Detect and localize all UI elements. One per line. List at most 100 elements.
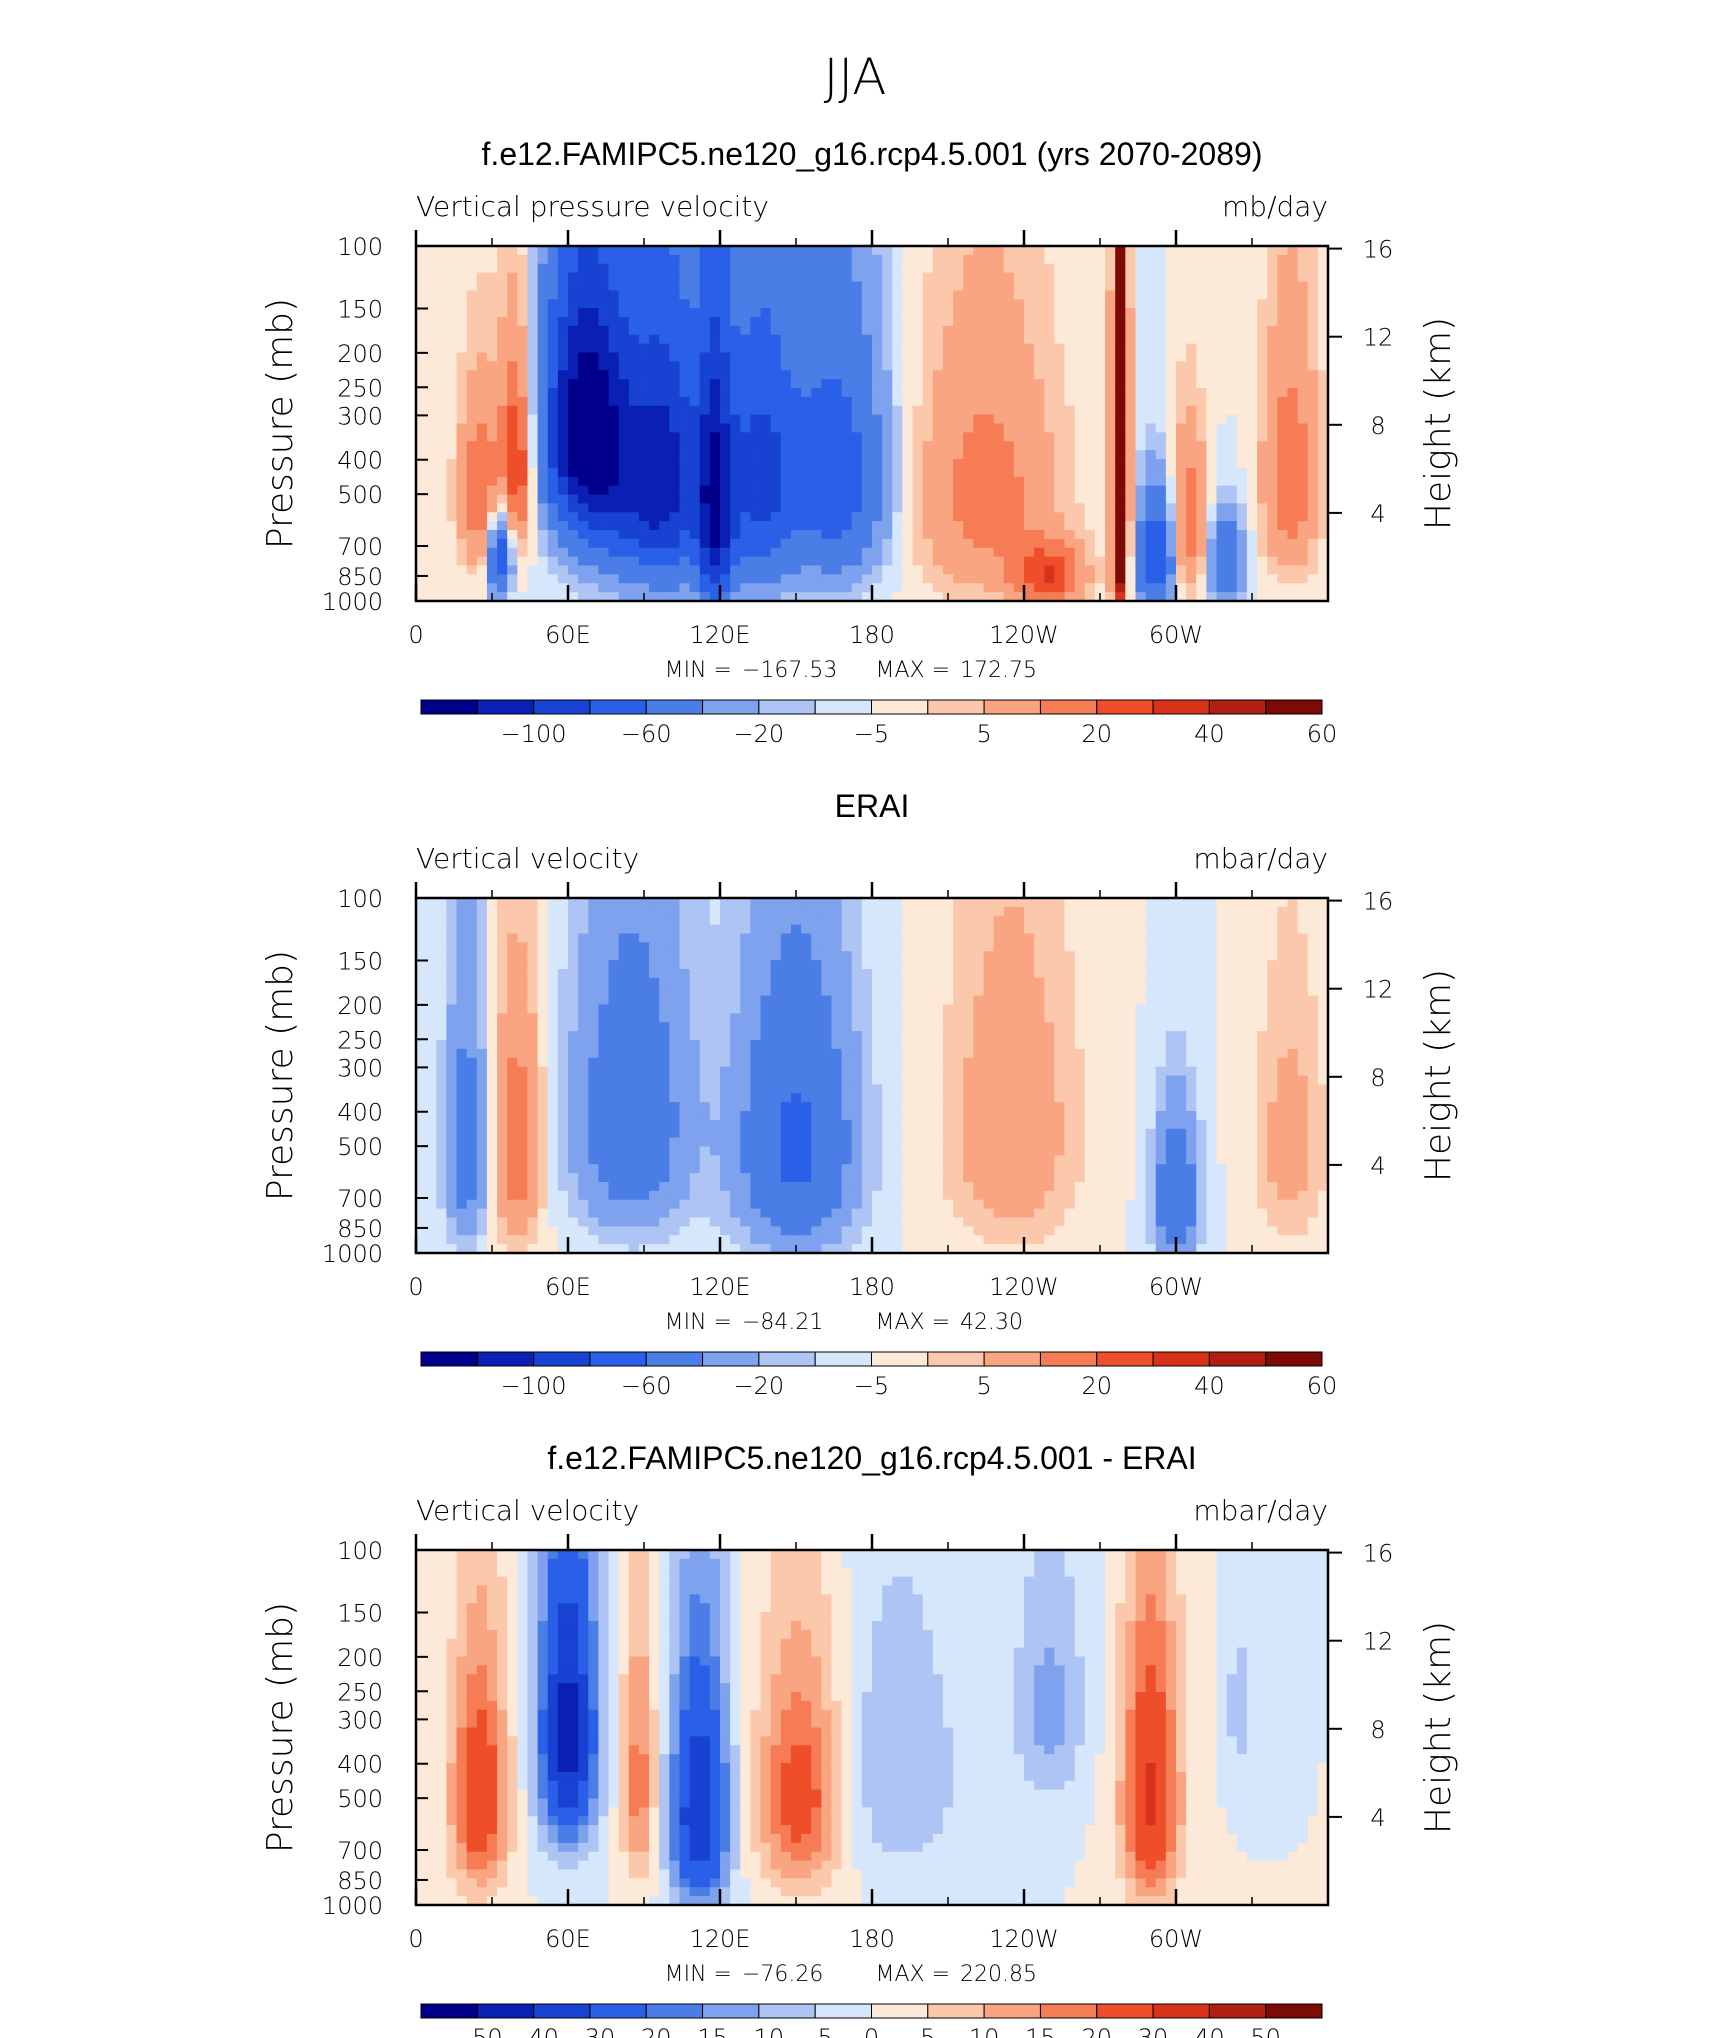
contour-cell bbox=[1145, 325, 1157, 336]
contour-cell bbox=[861, 325, 873, 336]
contour-cell bbox=[780, 530, 792, 540]
contour-cell bbox=[831, 432, 843, 442]
contour-cell bbox=[1115, 556, 1126, 567]
contour-cell bbox=[993, 325, 1005, 336]
contour-cell bbox=[1246, 308, 1258, 318]
contour-cell bbox=[517, 441, 529, 451]
contour-cell bbox=[578, 530, 589, 540]
contour-cell bbox=[912, 254, 924, 265]
contour-cell bbox=[1074, 246, 1086, 256]
contour-cell bbox=[770, 1013, 782, 1023]
contour-cell bbox=[1176, 459, 1187, 469]
contour-cell bbox=[750, 574, 762, 584]
contour-cell bbox=[1064, 272, 1076, 283]
contour-cell bbox=[780, 521, 792, 531]
contour-cell bbox=[1165, 995, 1177, 1006]
contour-cell bbox=[851, 467, 863, 478]
contour-cell bbox=[426, 521, 437, 531]
contour-cell bbox=[760, 951, 772, 961]
contour-cell bbox=[679, 272, 691, 283]
contour-cell bbox=[598, 547, 610, 558]
contour-cell bbox=[1094, 565, 1106, 575]
contour-cell bbox=[1186, 299, 1197, 309]
contour-cell bbox=[740, 503, 751, 513]
contour-cell bbox=[568, 906, 579, 917]
contour-cell bbox=[1034, 246, 1045, 256]
contour-cell bbox=[1135, 960, 1147, 970]
contour-cell bbox=[507, 977, 518, 988]
contour-cell bbox=[709, 308, 721, 318]
contour-cell bbox=[638, 512, 650, 522]
contour-cell bbox=[882, 977, 893, 988]
contour-cell bbox=[1307, 361, 1319, 371]
contour-cell bbox=[993, 423, 1005, 433]
contour-cell bbox=[1267, 960, 1278, 970]
contour-cell bbox=[983, 450, 995, 460]
contour-cell bbox=[1186, 352, 1197, 362]
contour-cell bbox=[1074, 388, 1086, 398]
contour-cell bbox=[507, 942, 518, 952]
contour-cell bbox=[1317, 530, 1329, 540]
contour-cell bbox=[1297, 547, 1309, 558]
contour-cell bbox=[861, 343, 873, 354]
contour-cell bbox=[1226, 942, 1238, 952]
contour-cell bbox=[1196, 898, 1207, 908]
contour-cell bbox=[446, 334, 458, 345]
contour-cell bbox=[1226, 459, 1238, 469]
contour-cell bbox=[669, 906, 681, 917]
contour-cell bbox=[476, 379, 488, 389]
contour-cell bbox=[446, 272, 458, 283]
contour-cell bbox=[497, 951, 508, 961]
contour-cell bbox=[932, 459, 944, 469]
contour-cell bbox=[801, 246, 812, 256]
contour-cell bbox=[568, 977, 579, 988]
contour-cell bbox=[628, 1004, 640, 1014]
contour-cell bbox=[932, 986, 944, 997]
contour-cell bbox=[466, 969, 478, 979]
contour-cell bbox=[578, 503, 589, 513]
contour-cell bbox=[1074, 272, 1086, 283]
contour-cell bbox=[1287, 933, 1299, 943]
contour-cell bbox=[922, 405, 934, 416]
contour-cell bbox=[1317, 361, 1329, 371]
contour-cell bbox=[841, 414, 853, 425]
contour-cell bbox=[568, 423, 579, 433]
contour-cell bbox=[902, 977, 914, 988]
contour-cell bbox=[588, 450, 599, 460]
contour-cell bbox=[1267, 969, 1278, 979]
contour-cell bbox=[1044, 246, 1055, 256]
contour-cell bbox=[557, 467, 569, 478]
contour-cell bbox=[942, 476, 954, 487]
contour-cell bbox=[882, 530, 893, 540]
contour-cell bbox=[932, 414, 944, 425]
contour-cell bbox=[1155, 334, 1167, 345]
contour-cell bbox=[1125, 405, 1137, 416]
contour-cell bbox=[1074, 263, 1086, 274]
contour-cell bbox=[1115, 343, 1126, 354]
contour-cell bbox=[628, 467, 640, 478]
contour-cell bbox=[922, 924, 934, 935]
contour-cell bbox=[598, 388, 610, 398]
contour-cell bbox=[426, 898, 437, 908]
contour-cell bbox=[841, 246, 853, 256]
contour-cell bbox=[1125, 343, 1137, 354]
contour-cell bbox=[507, 951, 518, 961]
contour-cell bbox=[1155, 906, 1167, 917]
contour-cell bbox=[1013, 530, 1025, 540]
contour-cell bbox=[1267, 476, 1278, 487]
contour-cell bbox=[1024, 370, 1035, 380]
contour-cell bbox=[750, 494, 762, 504]
contour-cell bbox=[953, 450, 964, 460]
contour-cell bbox=[1236, 281, 1248, 291]
contour-cell bbox=[416, 361, 427, 371]
contour-cell bbox=[1034, 1013, 1045, 1023]
contour-cell bbox=[598, 969, 610, 979]
contour-cell bbox=[953, 986, 964, 997]
contour-cell bbox=[568, 246, 579, 256]
contour-cell bbox=[436, 459, 447, 469]
contour-cell bbox=[1003, 467, 1015, 478]
contour-cell bbox=[1206, 1013, 1218, 1023]
contour-cell bbox=[760, 405, 772, 416]
contour-cell bbox=[1277, 370, 1289, 380]
contour-cell bbox=[1155, 388, 1167, 398]
